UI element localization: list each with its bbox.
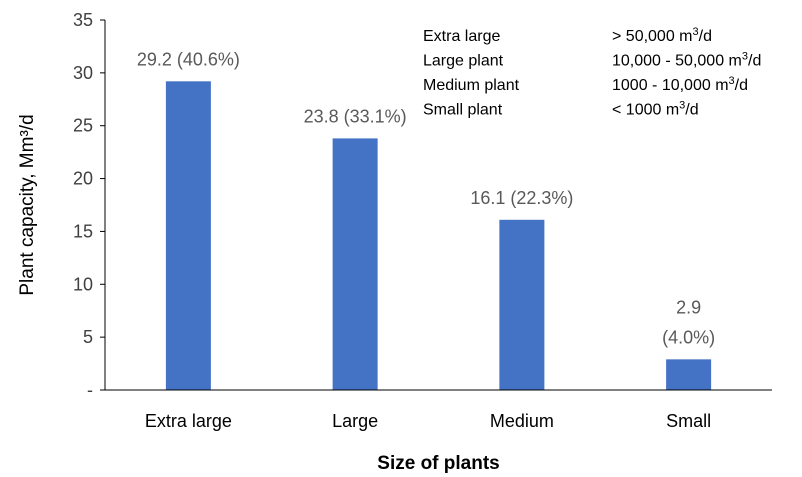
- bar: [165, 81, 211, 391]
- x-category-label: Extra large: [145, 411, 232, 431]
- data-label: 29.2 (40.6%): [137, 49, 240, 69]
- y-tick-label: 20: [73, 169, 93, 189]
- data-label: 16.1 (22.3%): [470, 188, 573, 208]
- x-axis-categories: Extra large Large Medium Small: [145, 411, 711, 431]
- legend-size-name: Large plant: [423, 53, 504, 70]
- legend-size-range: 1000 - 10,000 m3/d: [612, 75, 748, 94]
- bar: [332, 138, 378, 390]
- legend-size-name: Small plant: [423, 102, 503, 119]
- y-tick-label: 5: [83, 327, 93, 347]
- data-labels: 29.2 (40.6%) 23.8 (33.1%) 16.1 (22.3%) 2.9 (…: [137, 49, 715, 347]
- legend-size-range: 10,000 - 50,000 m3/d: [612, 51, 761, 70]
- size-legend-table: Extra large > 50,000 m3/d Large plant 10,00…: [423, 26, 761, 119]
- x-category-label: Small: [666, 411, 711, 431]
- data-label: (4.0%): [662, 327, 715, 347]
- y-tick-label: 10: [73, 274, 93, 294]
- bars: [165, 81, 712, 391]
- data-label: 2.9: [676, 297, 701, 317]
- legend-size-range: < 1000 m3/d: [612, 100, 699, 119]
- legend-size-name: Extra large: [423, 28, 500, 45]
- bar: [666, 359, 712, 390]
- legend-size-name: Medium plant: [423, 77, 520, 94]
- bar: [499, 219, 545, 390]
- x-axis-title: Size of plants: [377, 453, 499, 474]
- y-tick-label: -: [87, 380, 93, 400]
- y-tick-label: 30: [73, 63, 93, 83]
- y-tick-label: 35: [73, 10, 93, 30]
- y-tick-label: 25: [73, 116, 93, 136]
- y-axis-ticks: - 5 10 15 20 25 30 35: [73, 10, 105, 400]
- x-category-label: Large: [332, 411, 378, 431]
- x-category-label: Medium: [490, 411, 554, 431]
- y-axis-title: Plant capacity, Mm³/d: [17, 114, 38, 295]
- y-tick-label: 15: [73, 221, 93, 241]
- data-label: 23.8 (33.1%): [304, 106, 407, 126]
- legend-size-range: > 50,000 m3/d: [612, 26, 712, 45]
